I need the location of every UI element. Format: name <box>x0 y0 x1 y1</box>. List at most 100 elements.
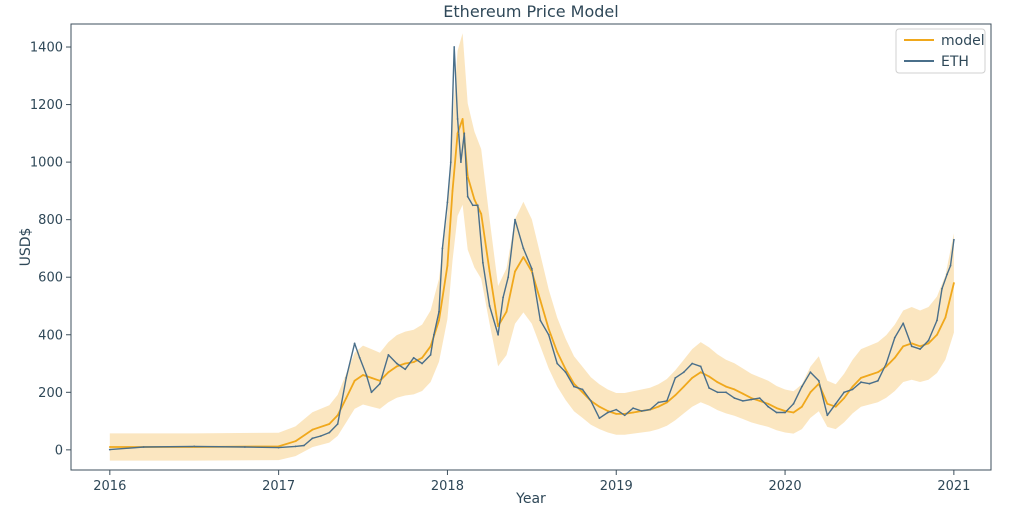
eth-point <box>453 46 456 48</box>
model-point <box>505 310 508 313</box>
model-point <box>581 391 584 394</box>
eth-point <box>412 356 415 359</box>
eth-point <box>851 388 854 391</box>
model-point <box>708 375 710 378</box>
model-point <box>456 132 459 135</box>
model-point <box>860 377 862 379</box>
y-tick-label: 400 <box>38 328 63 343</box>
x-tick-label: 2017 <box>262 479 295 494</box>
eth-point <box>606 411 609 414</box>
eth-point <box>708 387 710 389</box>
eth-point <box>801 385 803 388</box>
eth-point <box>691 362 694 365</box>
eth-point <box>456 118 459 120</box>
model-point <box>446 264 449 267</box>
model-point <box>522 256 525 258</box>
model-point <box>615 413 618 415</box>
model-point <box>809 391 812 394</box>
chart-title: Ethereum Price Model <box>443 2 618 21</box>
legend: model ETH <box>895 28 986 74</box>
eth-point <box>877 379 879 382</box>
model-point <box>461 118 464 120</box>
model-point <box>379 379 381 382</box>
model-point <box>328 423 331 425</box>
eth-point <box>530 267 533 270</box>
eth-point <box>438 310 440 313</box>
model-point <box>387 371 390 374</box>
eth-point <box>193 445 196 448</box>
eth-point <box>742 400 744 402</box>
model-point <box>674 394 677 397</box>
model-point <box>758 400 761 402</box>
eth-point <box>843 391 845 394</box>
eth-point <box>674 377 677 379</box>
eth-point <box>441 247 444 250</box>
model-point <box>927 342 930 345</box>
y-tick-label: 0 <box>55 443 63 458</box>
eth-point <box>623 414 626 417</box>
eth-point <box>328 431 331 434</box>
model-point <box>725 385 727 388</box>
model-point <box>826 402 829 405</box>
eth-point <box>460 161 462 164</box>
model-point <box>606 410 609 412</box>
eth-point <box>682 371 685 374</box>
model-point <box>936 333 938 336</box>
eth-point <box>547 333 550 336</box>
eth-point <box>108 448 111 451</box>
model-point <box>345 397 348 399</box>
y-axis-title: USD$ <box>18 228 34 267</box>
model-point <box>902 345 905 348</box>
model-point <box>817 382 820 385</box>
eth-point <box>632 407 634 409</box>
eth-point <box>598 417 601 420</box>
eth-point <box>826 414 829 417</box>
eth-point <box>449 161 452 164</box>
model-point <box>370 377 373 379</box>
model-point <box>488 270 491 273</box>
model-band-layer <box>109 33 954 461</box>
model-point <box>466 175 469 178</box>
eth-point <box>699 365 702 368</box>
model-point <box>742 392 744 395</box>
eth-point <box>725 391 727 394</box>
model-point <box>919 345 921 348</box>
model-point <box>623 413 626 415</box>
model-point <box>843 397 845 399</box>
model-point <box>336 414 339 417</box>
model-point <box>438 319 440 322</box>
eth-point <box>758 397 761 399</box>
eth-point <box>556 362 559 365</box>
eth-point <box>319 435 322 437</box>
model-point <box>429 345 432 348</box>
eth-point <box>750 398 753 401</box>
model-confidence-band <box>109 33 954 461</box>
model-point <box>294 440 297 443</box>
eth-point <box>463 132 466 135</box>
eth-point <box>953 238 955 241</box>
eth-point <box>142 446 145 448</box>
model-point <box>944 316 947 319</box>
model-point <box>564 368 567 371</box>
model-point <box>775 407 778 409</box>
model-point <box>473 198 476 201</box>
eth-point <box>514 218 516 221</box>
eth-point <box>902 322 905 325</box>
model-point <box>353 379 356 382</box>
model-point <box>514 270 516 273</box>
model-point <box>451 190 454 192</box>
eth-point <box>581 388 584 391</box>
legend-label-model: model <box>941 33 985 49</box>
eth-point <box>488 305 491 307</box>
model-point <box>682 385 685 388</box>
eth-point <box>817 379 820 382</box>
model-point <box>885 365 888 368</box>
model-point <box>539 299 542 302</box>
model-series-line <box>109 118 955 448</box>
model-point <box>910 342 913 345</box>
model-point <box>767 402 770 405</box>
eth-point <box>370 391 373 394</box>
model-point <box>750 397 753 399</box>
x-tick-label: 2020 <box>769 479 802 494</box>
model-point <box>834 405 837 408</box>
